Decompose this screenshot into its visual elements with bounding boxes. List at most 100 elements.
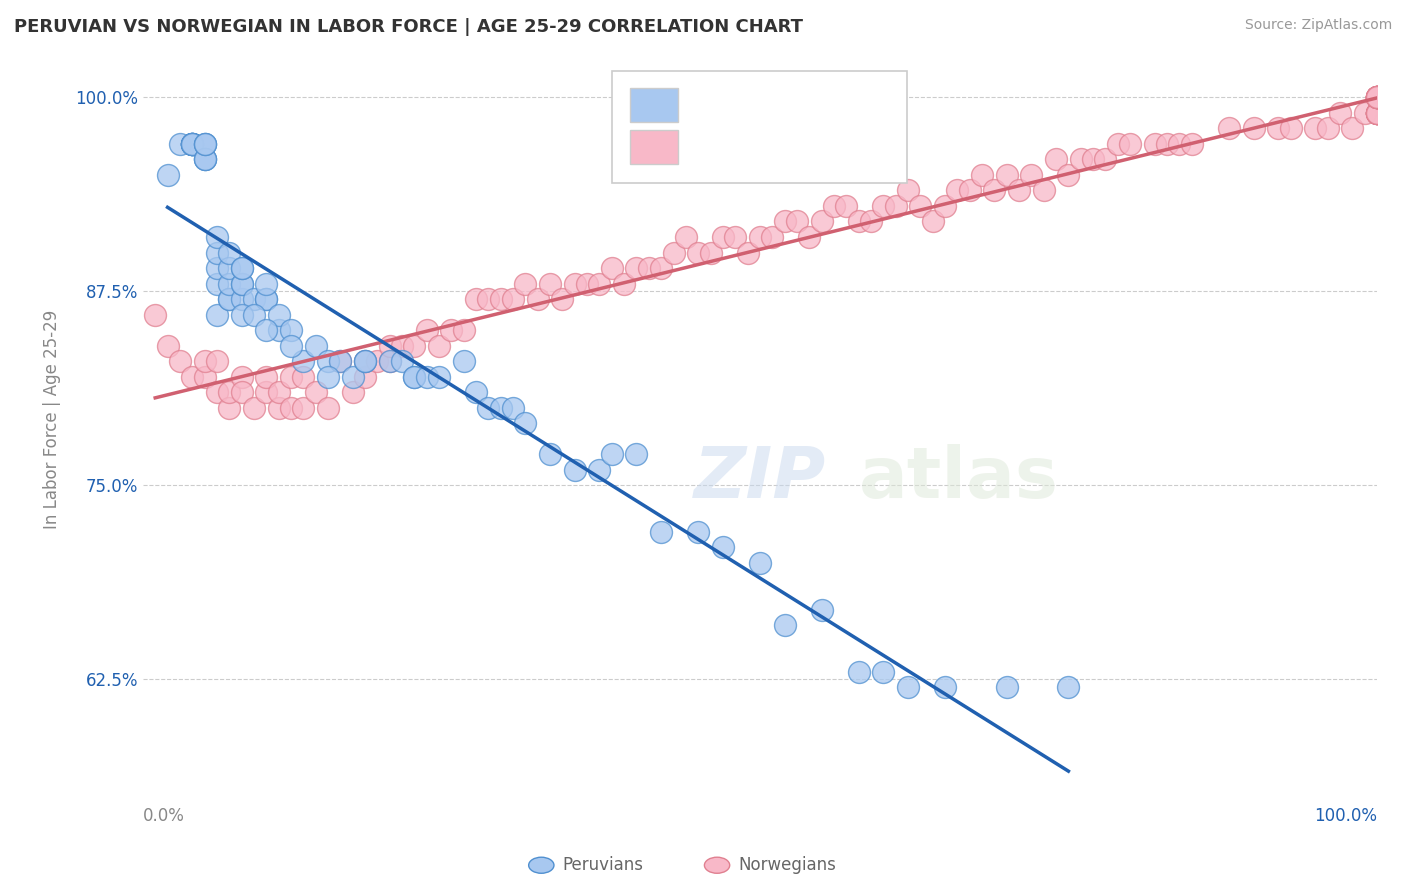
Point [1354,105,1376,120]
Point [1008,183,1031,197]
Point [218,385,240,400]
Point [453,323,475,337]
Point [872,665,894,679]
Point [169,136,191,151]
Point [538,447,561,461]
Point [1365,90,1388,104]
Point [1365,90,1388,104]
Point [329,354,352,368]
Point [872,199,894,213]
Point [551,292,574,306]
Point [786,214,808,228]
Text: PERUVIAN VS NORWEGIAN IN LABOR FORCE | AGE 25-29 CORRELATION CHART: PERUVIAN VS NORWEGIAN IN LABOR FORCE | A… [14,18,803,36]
Point [267,385,290,400]
Point [427,369,450,384]
Point [502,401,524,415]
Point [564,463,586,477]
Point [218,260,240,275]
Point [1329,105,1351,120]
Point [921,214,943,228]
Point [835,199,858,213]
Point [404,369,426,384]
Point [1081,153,1104,167]
Point [440,323,463,337]
Point [181,369,204,384]
Point [588,277,610,291]
Point [354,354,377,368]
Point [910,199,932,213]
Point [959,183,981,197]
Point [194,136,217,151]
Point [391,339,413,353]
Point [724,230,747,244]
Point [1365,90,1388,104]
Point [181,136,204,151]
Point [1365,90,1388,104]
Point [650,524,672,539]
Point [231,385,253,400]
Point [181,136,204,151]
Point [626,260,648,275]
Point [1365,105,1388,120]
Point [477,292,499,306]
Point [799,230,821,244]
Point [1365,90,1388,104]
Point [810,602,832,616]
Y-axis label: In Labor Force | Age 25-29: In Labor Force | Age 25-29 [44,310,60,529]
Point [1365,90,1388,104]
Point [848,214,870,228]
Point [711,541,734,555]
Point [897,680,920,694]
Point [316,401,339,415]
Point [218,245,240,260]
Point [995,680,1018,694]
Point [1168,136,1191,151]
Point [243,292,266,306]
Point [329,354,352,368]
Point [1365,105,1388,120]
Point [1365,105,1388,120]
Text: atlas: atlas [859,444,1059,513]
Point [181,136,204,151]
Point [995,168,1018,182]
Point [354,354,377,368]
Text: Norwegians: Norwegians [738,856,837,874]
Point [243,308,266,322]
Point [1181,136,1204,151]
Point [1316,121,1339,136]
Point [194,153,217,167]
Point [194,136,217,151]
Point [391,354,413,368]
Point [1365,105,1388,120]
Point [1279,121,1302,136]
Point [662,245,685,260]
Point [1365,90,1388,104]
Text: Source: ZipAtlas.com: Source: ZipAtlas.com [1244,18,1392,32]
Point [404,369,426,384]
Point [983,183,1005,197]
Point [848,665,870,679]
Point [231,308,253,322]
Point [564,277,586,291]
Point [1365,90,1388,104]
Point [1365,105,1388,120]
Point [748,556,770,570]
Point [218,292,240,306]
Point [342,369,364,384]
Point [205,308,228,322]
Point [946,183,969,197]
Point [267,401,290,415]
Point [810,214,832,228]
Point [181,136,204,151]
Point [254,385,277,400]
Point [231,277,253,291]
Point [884,199,907,213]
Point [354,369,377,384]
Point [194,153,217,167]
Point [181,136,204,151]
Point [1365,90,1388,104]
Point [1032,183,1054,197]
Point [934,199,956,213]
Point [267,308,290,322]
Point [378,354,401,368]
